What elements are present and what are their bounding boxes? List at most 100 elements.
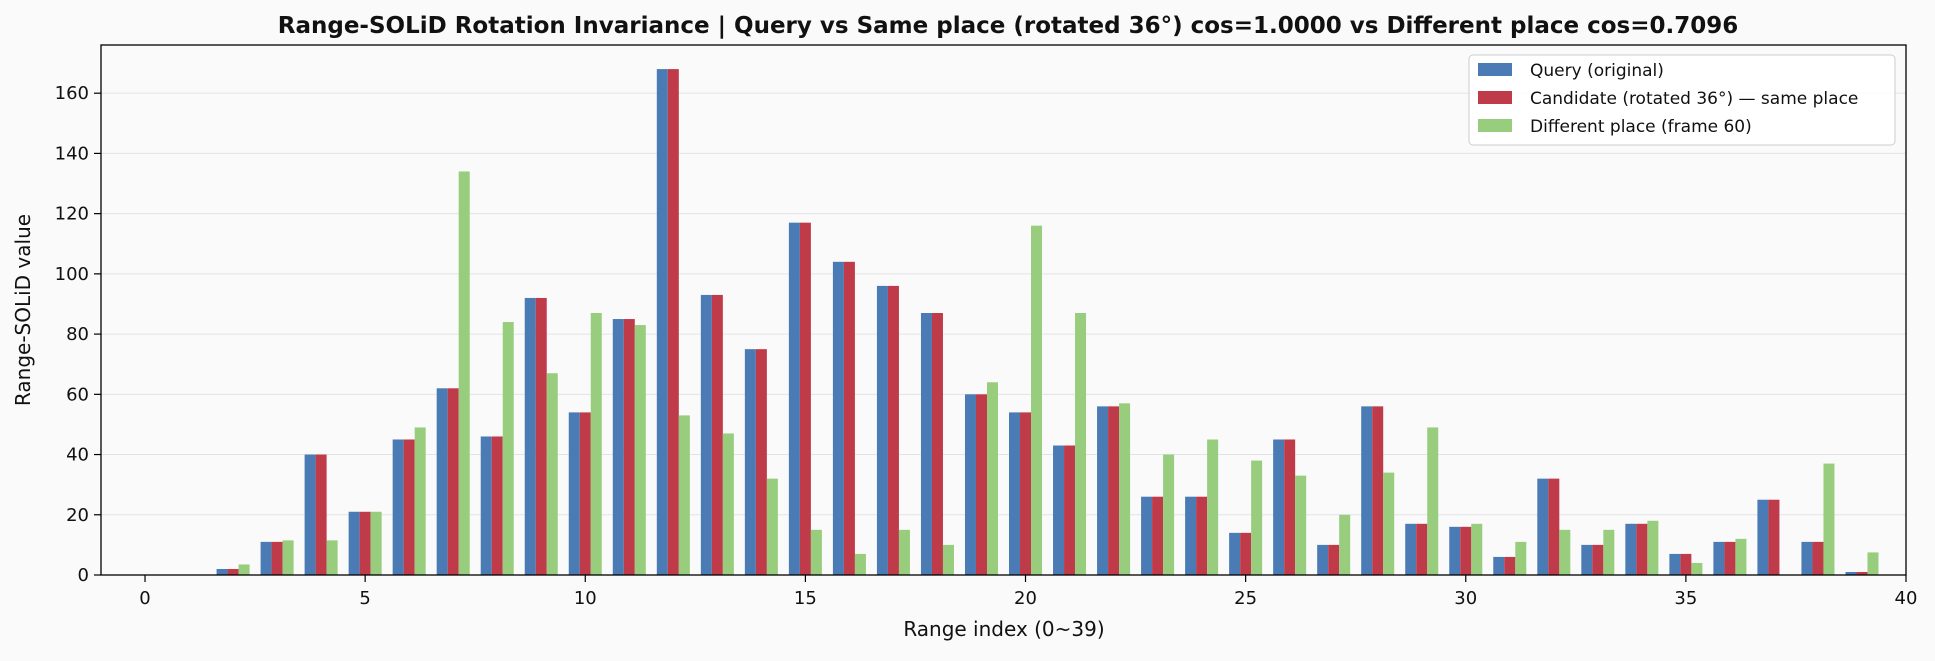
bar [810, 529, 822, 575]
bar [678, 415, 690, 575]
bar [667, 69, 679, 575]
bar [326, 540, 338, 575]
y-tick-label: 160 [55, 83, 89, 104]
bar [634, 325, 646, 575]
bar [1207, 439, 1219, 575]
bar [1592, 544, 1604, 575]
bar [1735, 538, 1747, 575]
bar [1812, 541, 1824, 575]
bar [1504, 556, 1516, 575]
x-tick-label: 35 [1674, 588, 1697, 609]
bar [1691, 562, 1703, 575]
legend-swatch-query [1478, 63, 1512, 76]
bar [1361, 406, 1373, 575]
bar [1020, 412, 1032, 575]
bar [986, 382, 998, 575]
bar [458, 171, 470, 575]
bar [1559, 529, 1571, 575]
bar [832, 261, 844, 575]
bar [1823, 463, 1835, 575]
plot-frame [100, 44, 1907, 576]
legend: Query (original) Candidate (rotated 36°)… [1468, 54, 1896, 146]
x-tick-label: 0 [139, 588, 150, 609]
bar [1317, 544, 1329, 575]
bar [711, 294, 723, 575]
bar [1273, 439, 1285, 575]
bar [1625, 523, 1637, 575]
bar [799, 222, 811, 575]
x-axis-ticks: 0 5 10 15 20 25 30 35 40 [139, 575, 1917, 609]
x-tick-label: 30 [1454, 588, 1477, 609]
x-tick-label: 5 [359, 588, 370, 609]
y-tick-label: 60 [66, 384, 89, 405]
bar [766, 478, 778, 575]
x-tick-label: 20 [1014, 588, 1037, 609]
bar [1515, 541, 1527, 575]
bar [348, 511, 360, 575]
legend-swatch-candidate [1478, 91, 1512, 104]
bar [1053, 445, 1065, 575]
bar [1636, 523, 1648, 575]
bar [1548, 478, 1560, 575]
bar [1064, 445, 1076, 575]
y-tick-label: 20 [66, 505, 89, 526]
bar [1537, 478, 1549, 575]
bar [722, 433, 734, 575]
bar [1328, 544, 1340, 575]
bar [975, 394, 987, 575]
bar [524, 297, 536, 575]
y-tick-label: 80 [66, 324, 89, 345]
bar [480, 436, 492, 575]
bar [1471, 523, 1483, 575]
bar [1647, 520, 1659, 575]
bar [612, 319, 624, 575]
bar [1603, 529, 1615, 575]
bar [1449, 526, 1461, 575]
bar [414, 427, 426, 575]
bar [876, 285, 888, 575]
bar [1284, 439, 1296, 575]
chart-title: Range-SOLiD Rotation Invariance | Query … [278, 13, 1739, 39]
bar [1141, 496, 1153, 575]
bar [1196, 496, 1208, 575]
bar [843, 261, 855, 575]
bar [216, 568, 228, 575]
bar [1383, 472, 1395, 575]
bar [1493, 556, 1505, 575]
bar-series [238, 171, 1879, 575]
bar [964, 394, 976, 575]
bar [1724, 541, 1736, 575]
x-tick-label: 10 [574, 588, 597, 609]
legend-label-query: Query (original) [1530, 61, 1664, 81]
bar [1185, 496, 1197, 575]
legend-label-different: Different place (frame 60) [1530, 117, 1752, 137]
bar [359, 511, 371, 575]
bar [700, 294, 712, 575]
y-tick-label: 120 [55, 204, 89, 225]
bar [898, 529, 910, 575]
bar-series [227, 69, 1868, 575]
y-axis-label: Range-SOLiD value [11, 214, 35, 406]
x-tick-label: 25 [1234, 588, 1257, 609]
y-tick-label: 140 [55, 143, 89, 164]
bar [304, 454, 316, 575]
bar-series [216, 69, 1857, 575]
bar [1581, 544, 1593, 575]
bar [502, 322, 514, 575]
bar [535, 297, 547, 575]
bar [1075, 313, 1087, 575]
bar [436, 388, 448, 575]
bar [579, 412, 591, 575]
bar [1339, 514, 1351, 575]
bar [271, 541, 283, 575]
bar [1856, 571, 1868, 575]
bar [1152, 496, 1164, 575]
grid-lines [101, 92, 1906, 576]
bars [216, 69, 1879, 575]
bar [942, 544, 954, 575]
bar [315, 454, 327, 575]
bar [260, 541, 272, 575]
bar [282, 540, 294, 575]
bar [1031, 225, 1043, 575]
